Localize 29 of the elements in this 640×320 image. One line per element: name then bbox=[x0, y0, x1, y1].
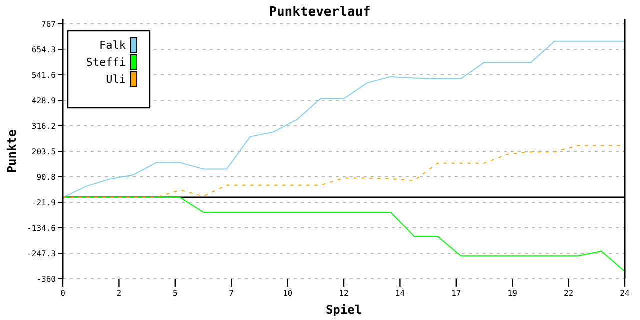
x-tick-label: 2 bbox=[116, 289, 122, 298]
x-tick-label: 12 bbox=[339, 289, 349, 298]
legend-label: Uli bbox=[106, 72, 126, 86]
x-axis-title: Spiel bbox=[326, 303, 362, 317]
y-tick-label: -247.3 bbox=[27, 249, 56, 258]
y-tick-label: -134.6 bbox=[27, 224, 56, 233]
x-tick-label: 14 bbox=[395, 289, 406, 298]
y-tick-label: 203.5 bbox=[32, 147, 56, 156]
legend-label: Steffi bbox=[86, 56, 126, 69]
y-tick-label: -21.9 bbox=[32, 198, 56, 208]
y-tick-label: 541.6 bbox=[32, 70, 56, 80]
x-tick-label: 10 bbox=[282, 289, 293, 298]
y-tick-label: 428.9 bbox=[32, 96, 56, 106]
chart-title: Punkteverlauf bbox=[269, 5, 371, 20]
y-tick-label: 316.2 bbox=[32, 122, 56, 131]
y-axis-title: Punkte bbox=[5, 130, 19, 174]
x-tick-label: 22 bbox=[564, 289, 574, 298]
x-tick-label: 0 bbox=[60, 289, 66, 298]
x-tick-label: 24 bbox=[620, 289, 630, 298]
y-tick-label: -360 bbox=[36, 274, 56, 284]
x-tick-label: 5 bbox=[172, 289, 178, 298]
x-tick-label: 19 bbox=[508, 289, 518, 298]
legend-label: Falk bbox=[100, 38, 126, 52]
y-tick-label: 90.8 bbox=[36, 172, 56, 182]
line-series bbox=[62, 40, 626, 198]
x-tick-label: 17 bbox=[452, 289, 462, 298]
x-tick-label: 7 bbox=[229, 289, 234, 298]
y-tick-label: 654.3 bbox=[32, 45, 56, 54]
y-tick-label: 767 bbox=[42, 20, 56, 29]
